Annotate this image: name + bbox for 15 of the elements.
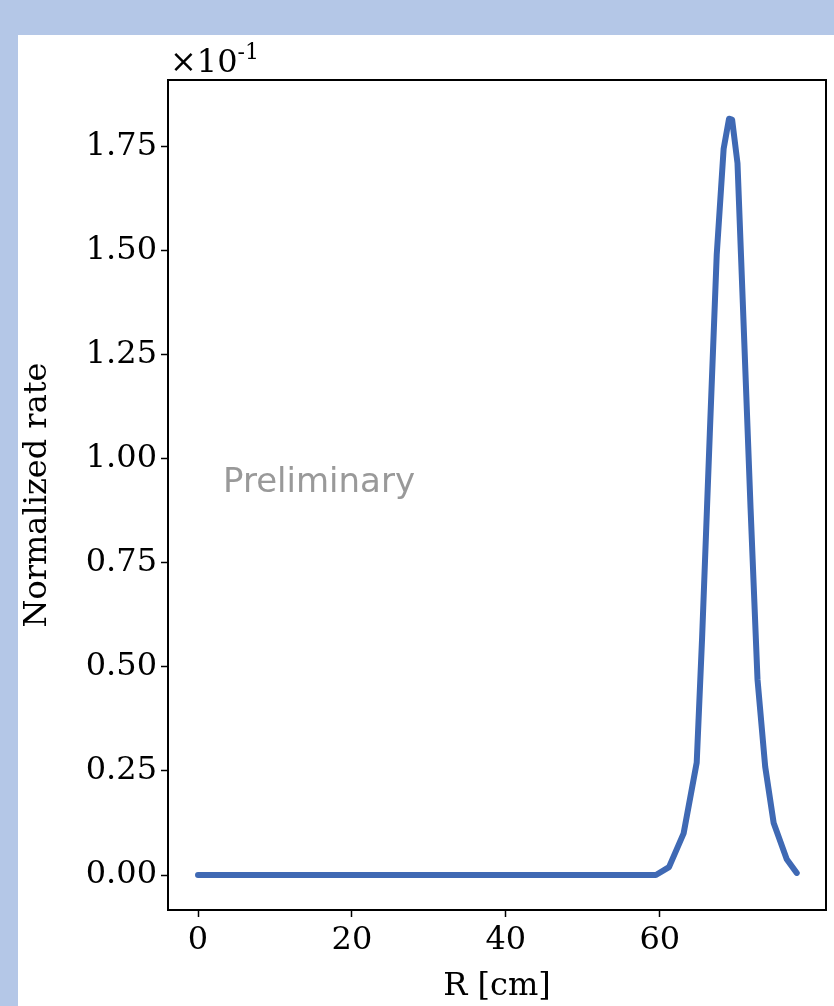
x-tick-label: 0 [187,918,209,957]
y-tick-label: 1.25 [85,333,157,372]
y-tick-label: 0.00 [85,853,157,892]
x-axis-title: R [cm] [443,965,551,1004]
y-tick-label: 0.25 [85,749,157,788]
y-tick-label: 1.75 [85,124,157,163]
x-tick-label: 60 [639,918,681,957]
y-tick-label: 0.75 [85,541,157,580]
y-axis-title: Normalized rate [15,362,54,628]
y-tick-label: 0.50 [85,645,157,684]
y-tick-label: 1.50 [85,228,157,267]
y-tick-label: 1.00 [85,437,157,476]
annotation: Preliminary [223,460,415,500]
x-tick-label: 40 [485,918,527,957]
x-tick-label: 20 [331,918,373,957]
